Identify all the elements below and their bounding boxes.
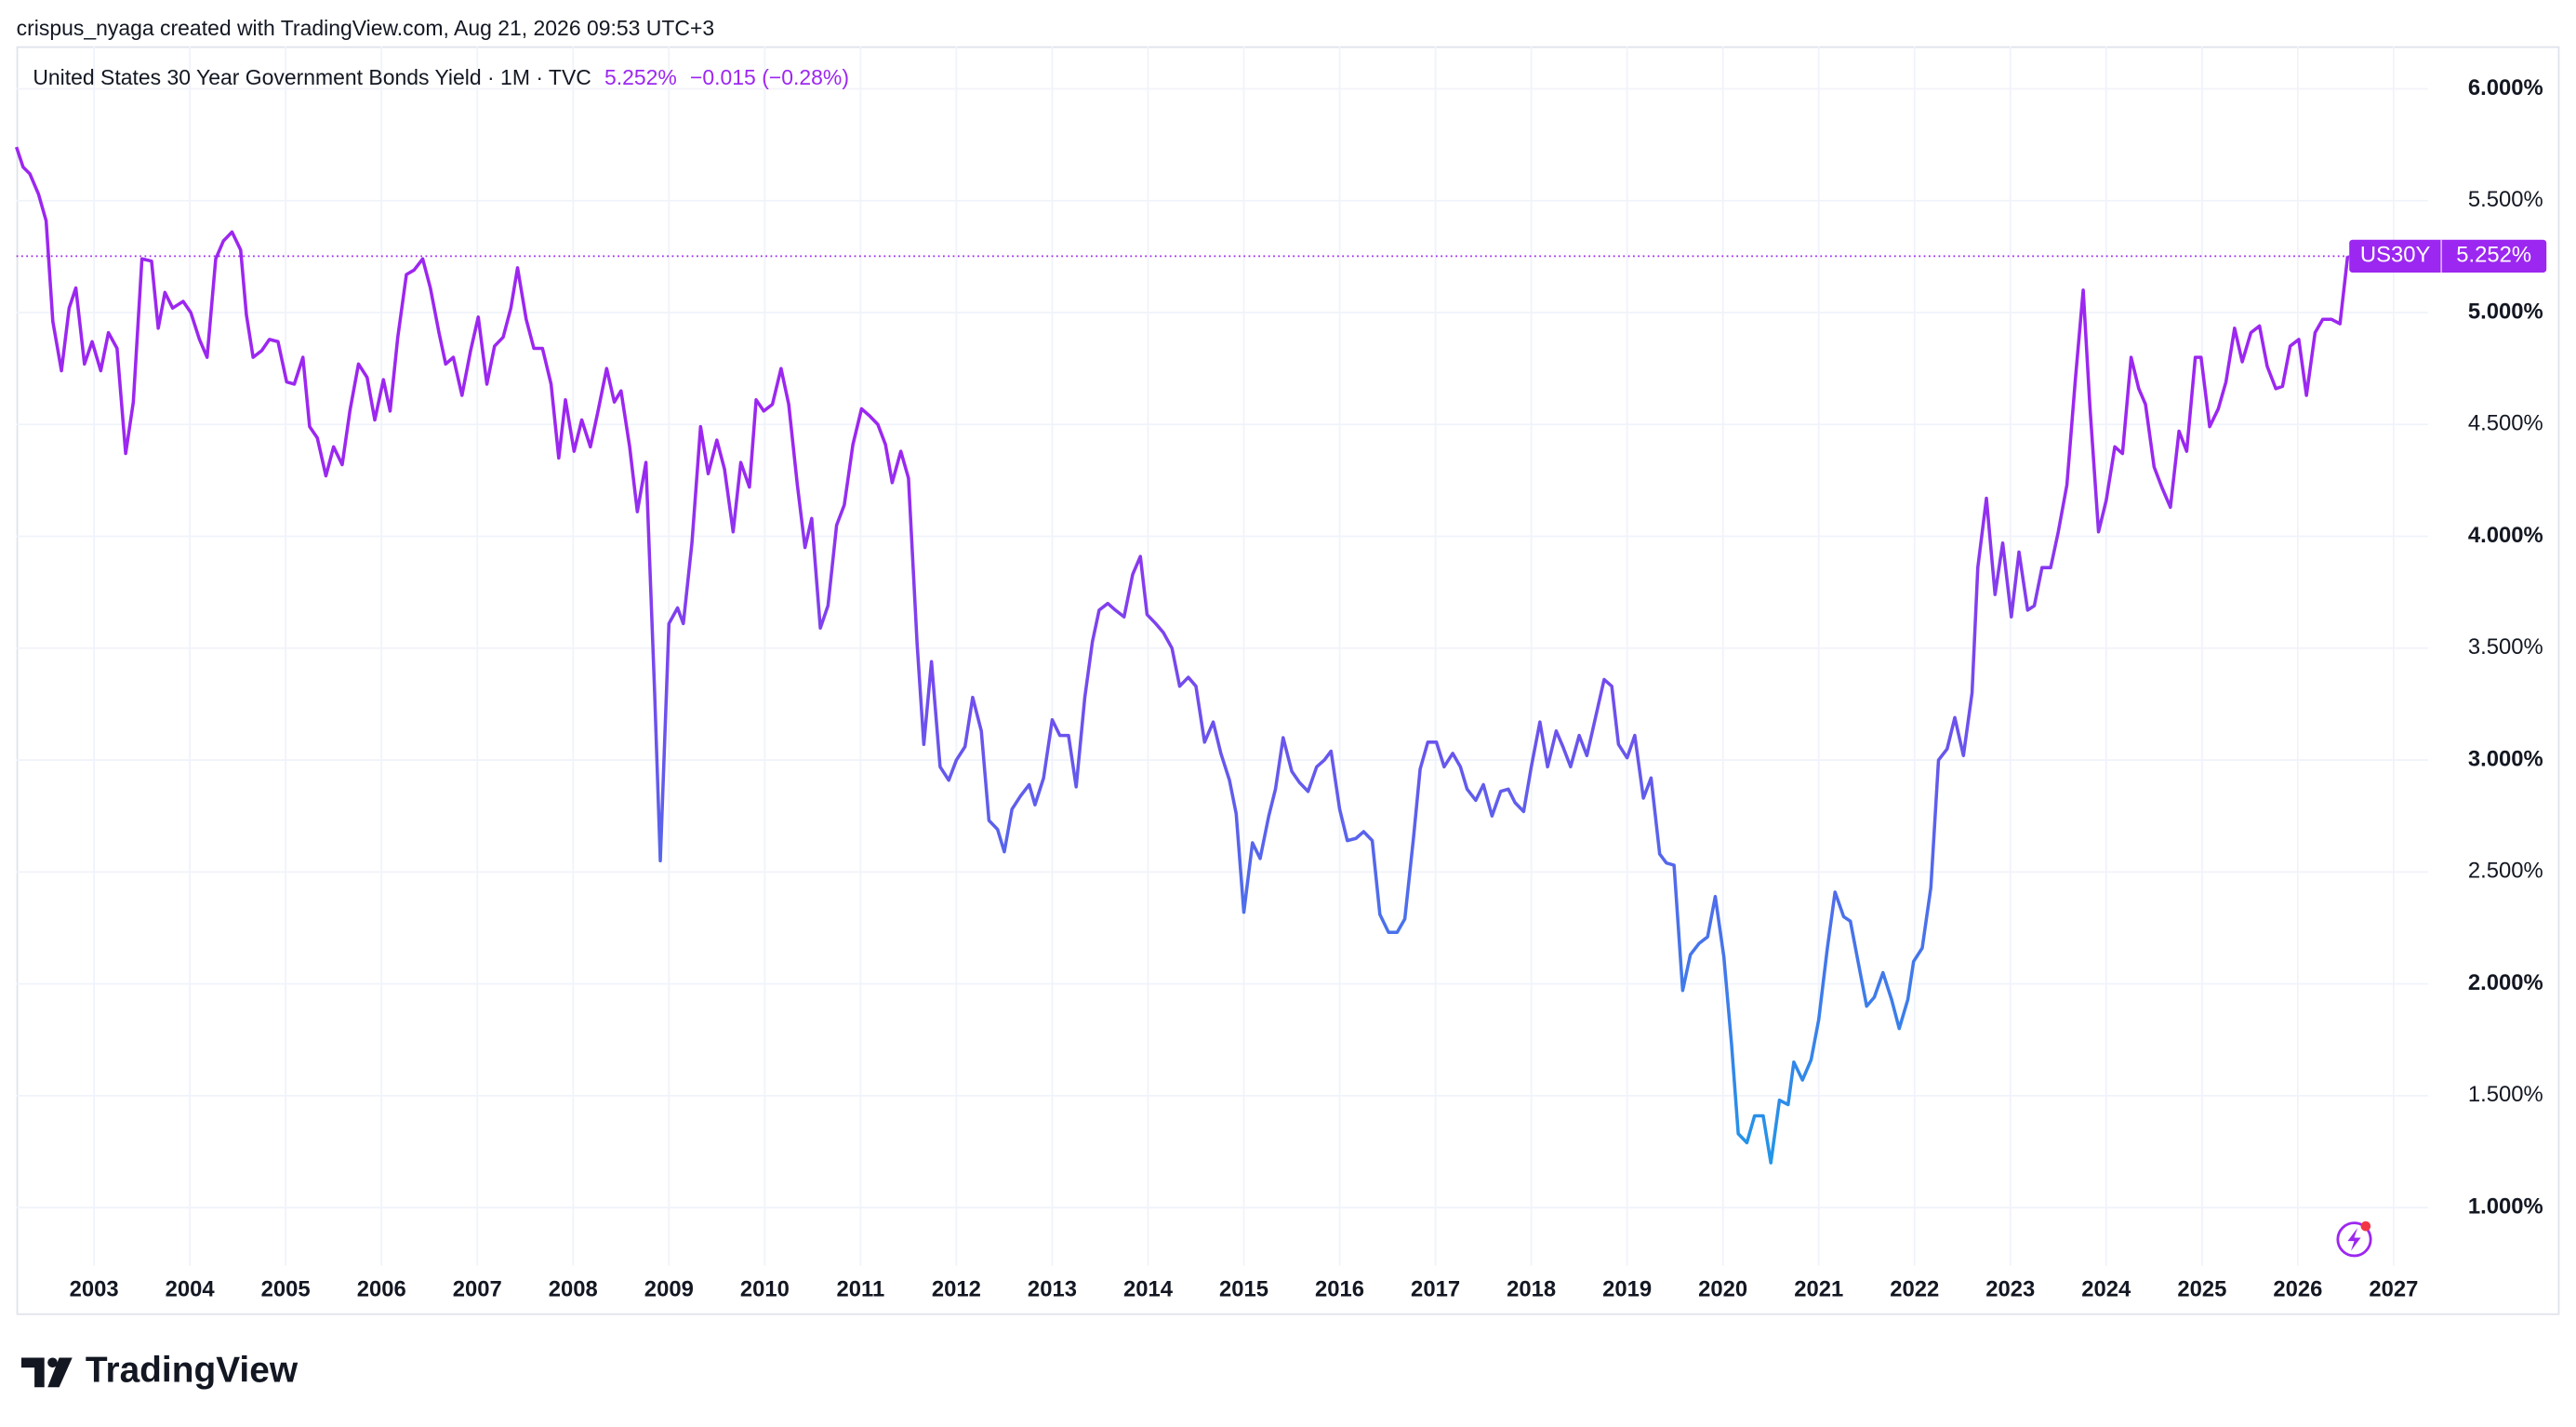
x-tick-label: 2012: [932, 1276, 981, 1301]
y-tick-label: 3.000%: [2468, 746, 2543, 771]
y-tick-label: 1.000%: [2468, 1194, 2543, 1219]
price-label-symbol: US30Y: [2360, 243, 2431, 268]
legend-change: −0.015 (−0.28%): [690, 65, 849, 89]
x-tick-label: 2005: [261, 1276, 311, 1301]
x-tick-label: 2008: [549, 1276, 598, 1301]
chart-frame: [16, 46, 2560, 1315]
y-tick-label: 6.000%: [2468, 75, 2543, 100]
x-tick-label: 2027: [2369, 1276, 2418, 1301]
line: [14, 146, 2350, 1165]
y-tick-label: 5.500%: [2468, 187, 2543, 212]
x-tick-label: 2020: [1698, 1276, 1747, 1301]
price-label-value: 5.252%: [2456, 243, 2531, 268]
x-tick-label: 2026: [2273, 1276, 2322, 1301]
x-tick-label: 2023: [1985, 1276, 2035, 1301]
x-tick-label: 2024: [2081, 1276, 2131, 1301]
x-tick-label: 2007: [453, 1276, 502, 1301]
x-tick-label: 2013: [1028, 1276, 1077, 1301]
legend-last: 5.252%: [604, 65, 677, 89]
x-tick-label: 2016: [1315, 1276, 1364, 1301]
y-tick-label: 2.000%: [2468, 970, 2543, 995]
y-tick-label: 5.000%: [2468, 299, 2543, 324]
price-label-box: [2349, 239, 2547, 273]
icon-dot: [2360, 1220, 2371, 1232]
x-tick-label: 2021: [1794, 1276, 1843, 1301]
logo-bar: [20, 1357, 45, 1388]
credit: crispus_nyaga created with TradingView.c…: [17, 16, 714, 40]
logo-slash: [47, 1357, 73, 1388]
icon-bolt: [2347, 1227, 2361, 1251]
x-tick-label: 2017: [1411, 1276, 1460, 1301]
x-tick-label: 2009: [644, 1276, 694, 1301]
grid: [16, 46, 2429, 1266]
brand-name: TradingView: [86, 1351, 299, 1391]
x-tick-label: 2019: [1602, 1276, 1652, 1301]
x-tick-label: 2025: [2177, 1276, 2226, 1301]
x-tick-label: 2011: [837, 1276, 885, 1301]
legend: United States 30 Year Government Bonds Y…: [33, 65, 849, 89]
x-tick-label: 2004: [166, 1276, 216, 1301]
x-tick-label: 2015: [1219, 1276, 1268, 1301]
x-tick-label: 2003: [70, 1276, 119, 1301]
y-tick-label: 2.500%: [2468, 859, 2543, 884]
x-tick-label: 2014: [1123, 1276, 1174, 1301]
x-tick-label: 2010: [740, 1276, 790, 1301]
y-tick-label: 3.500%: [2468, 634, 2543, 660]
plot: [14, 146, 2350, 1165]
y-tick-label: 1.500%: [2468, 1082, 2543, 1107]
x-tick-label: 2006: [357, 1276, 406, 1301]
x-tick-label: 2022: [1890, 1276, 1939, 1301]
replay-icon[interactable]: [2336, 1220, 2372, 1258]
y-tick-label: 4.000%: [2468, 523, 2543, 548]
icon-ring: [2336, 1221, 2372, 1258]
logo-dot: [47, 1357, 58, 1368]
x-tick-label: 2018: [1507, 1276, 1556, 1301]
brand: TradingView: [20, 1351, 299, 1391]
y-tick-label: 4.500%: [2468, 411, 2543, 436]
legend-name: United States 30 Year Government Bonds Y…: [33, 65, 591, 89]
